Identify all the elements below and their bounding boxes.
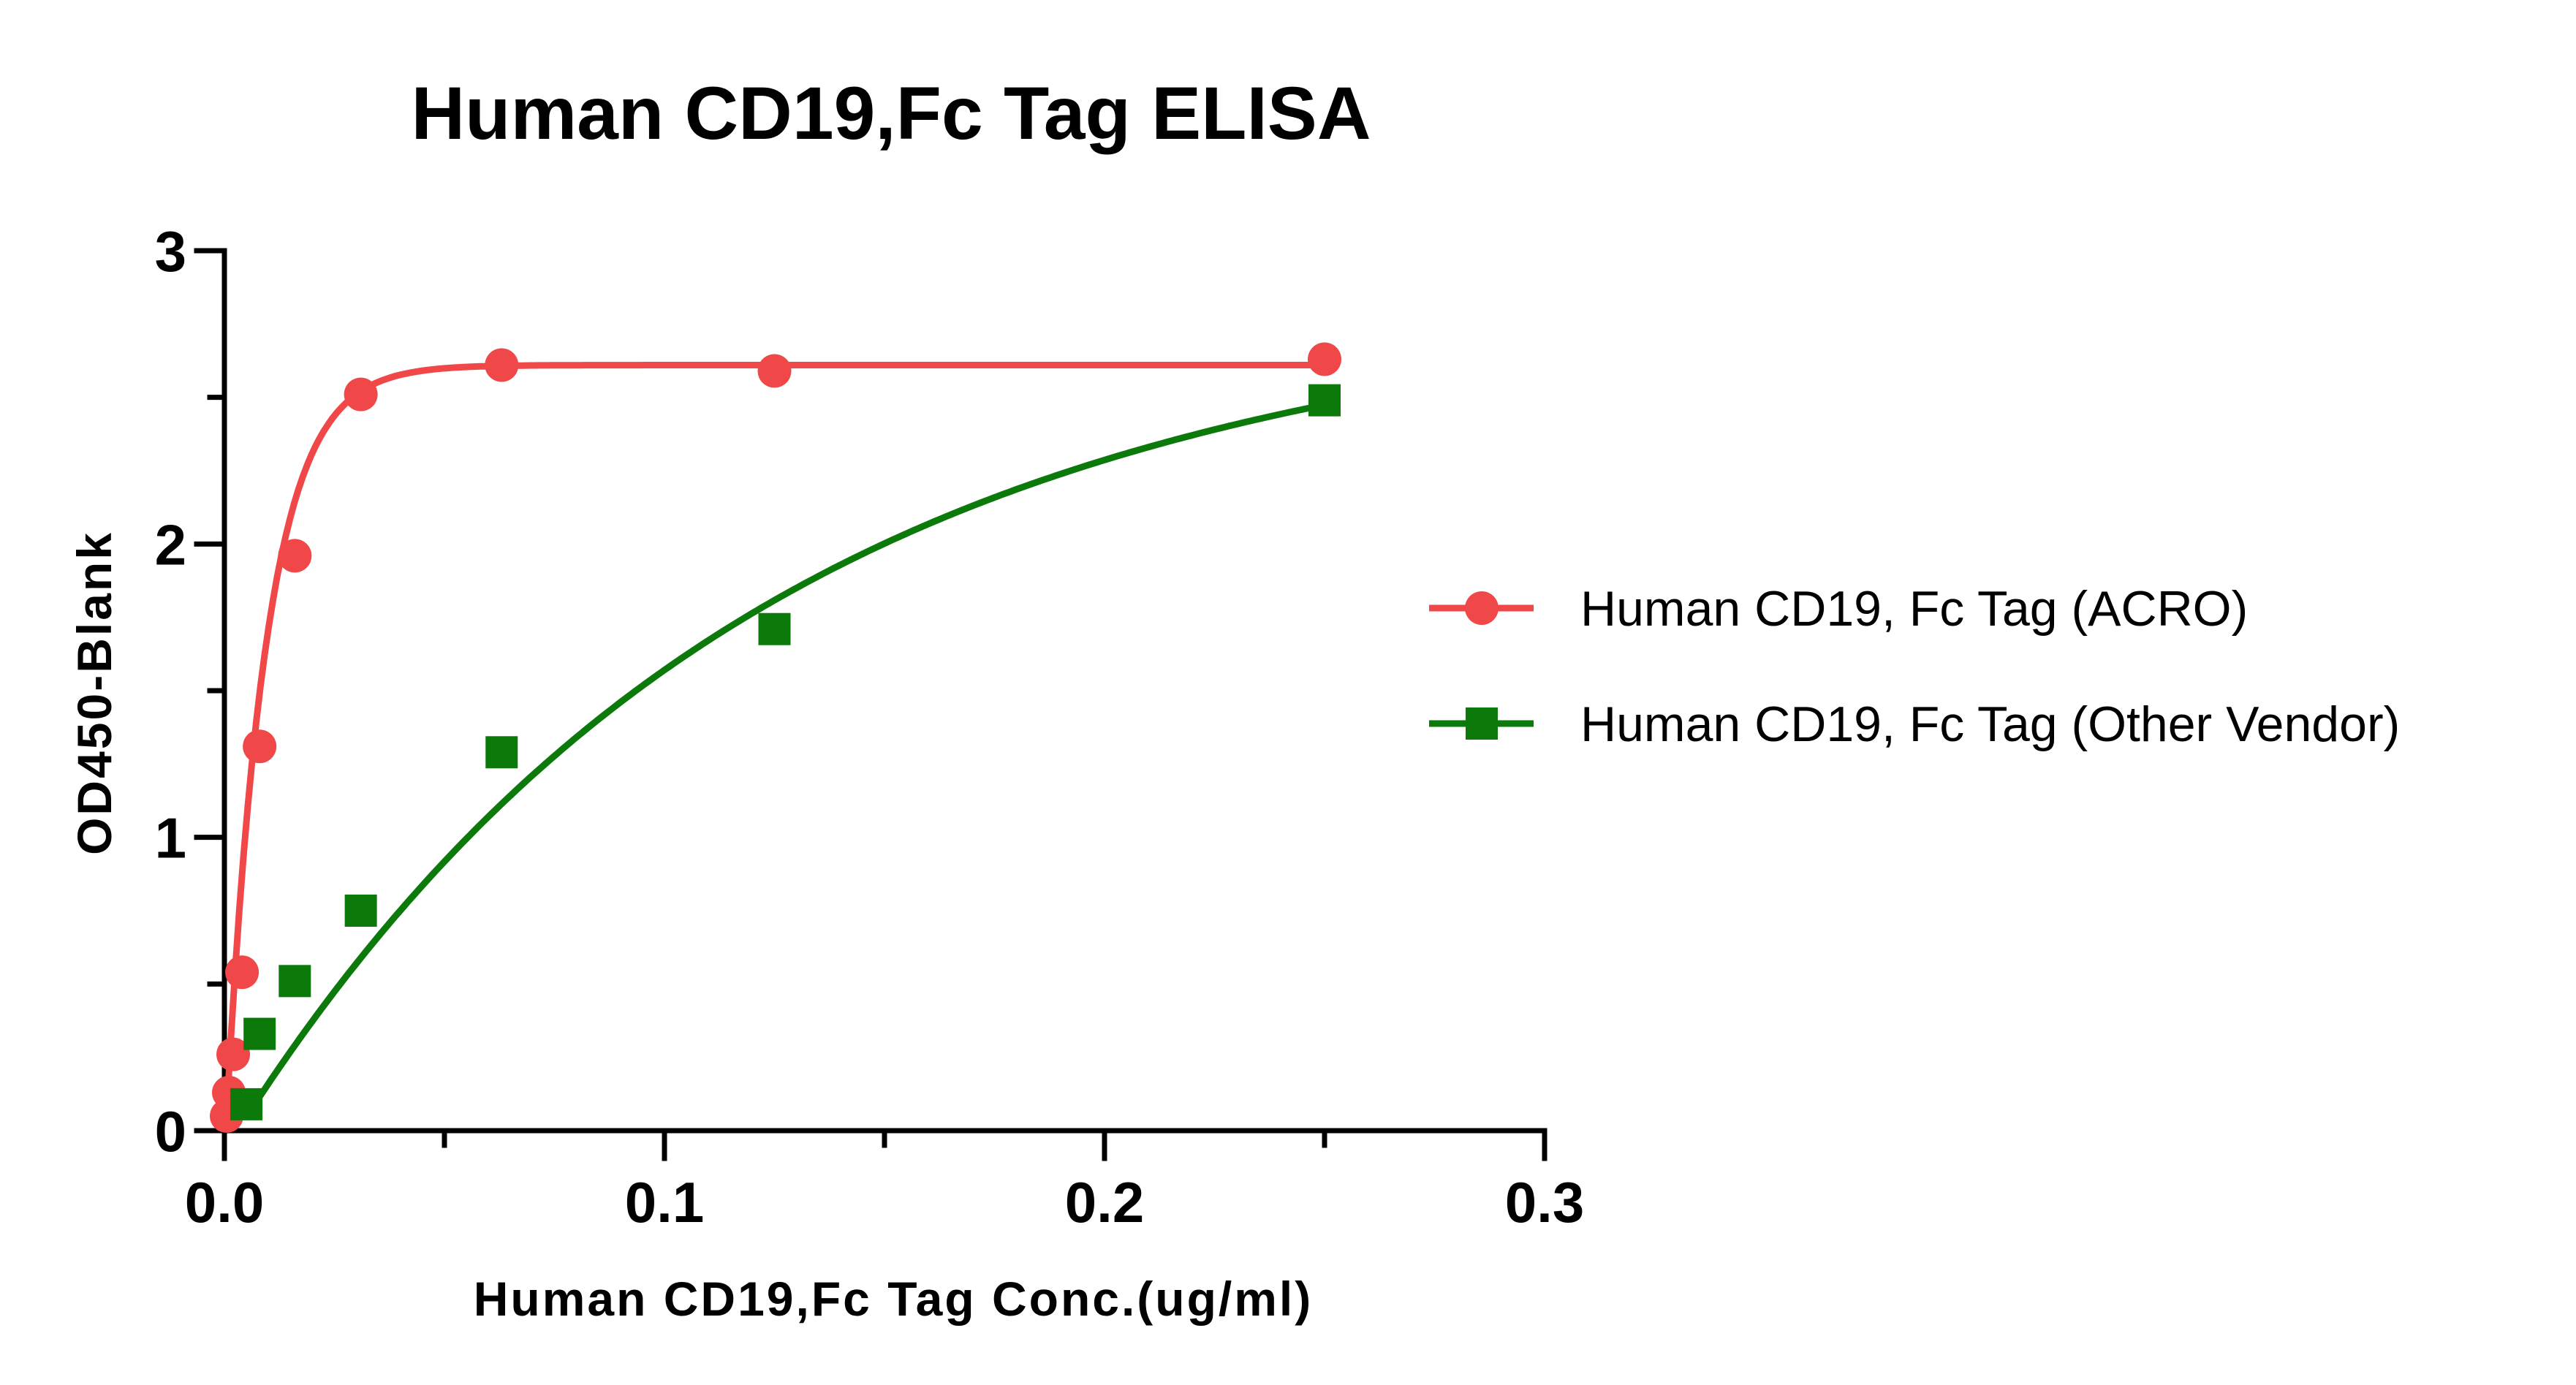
y-tick-label: 3 [155,219,186,284]
data-point-series-1 [757,354,792,388]
axes: 0.0 0.1 0.2 0.3 0 1 2 3 [155,219,1585,1234]
data-point-series-2 [344,895,377,927]
data-point-series-2 [230,1088,263,1120]
legend: Human CD19, Fc Tag (ACRO) Human CD19, Fc … [1429,581,2400,752]
data-point-series-1 [243,729,277,764]
data-point-series-1 [225,955,260,990]
x-axis-title: Human CD19,Fc Tag Conc.(ug/ml) [474,1272,1314,1326]
fit-curves [223,362,1328,1120]
data-point-series-1 [1308,342,1341,376]
legend-label-series-2: Human CD19, Fc Tag (Other Vendor) [1580,697,2400,752]
chart-title: Human CD19,Fc Tag ELISA [411,72,1371,155]
y-tick-label: 2 [155,512,186,577]
data-point-series-2 [1308,384,1341,417]
data-point-series-2 [758,612,791,645]
data-point-series-1 [216,1037,251,1071]
fit-curve-series-2 [243,401,1328,1120]
legend-marker [1465,591,1499,625]
x-tick-label: 0.3 [1505,1170,1584,1234]
fit-curve-series-1 [223,362,1328,1118]
legend-marker [1466,707,1498,740]
data-point-series-1 [485,348,519,382]
data-point-series-2 [279,965,311,998]
data-point-series-2 [485,736,518,769]
x-tick-label: 0.1 [625,1170,704,1234]
data-point-series-2 [243,1017,276,1050]
y-tick-label: 0 [155,1099,186,1164]
y-tick-label: 1 [155,806,186,870]
y-axis-title: OD450-Blank [67,531,121,855]
x-tick-label: 0.0 [185,1170,264,1234]
data-points [210,342,1341,1133]
data-point-series-1 [278,539,312,573]
legend-label-series-1: Human CD19, Fc Tag (ACRO) [1580,581,2248,637]
x-tick-label: 0.2 [1065,1170,1144,1234]
data-point-series-1 [344,377,378,411]
